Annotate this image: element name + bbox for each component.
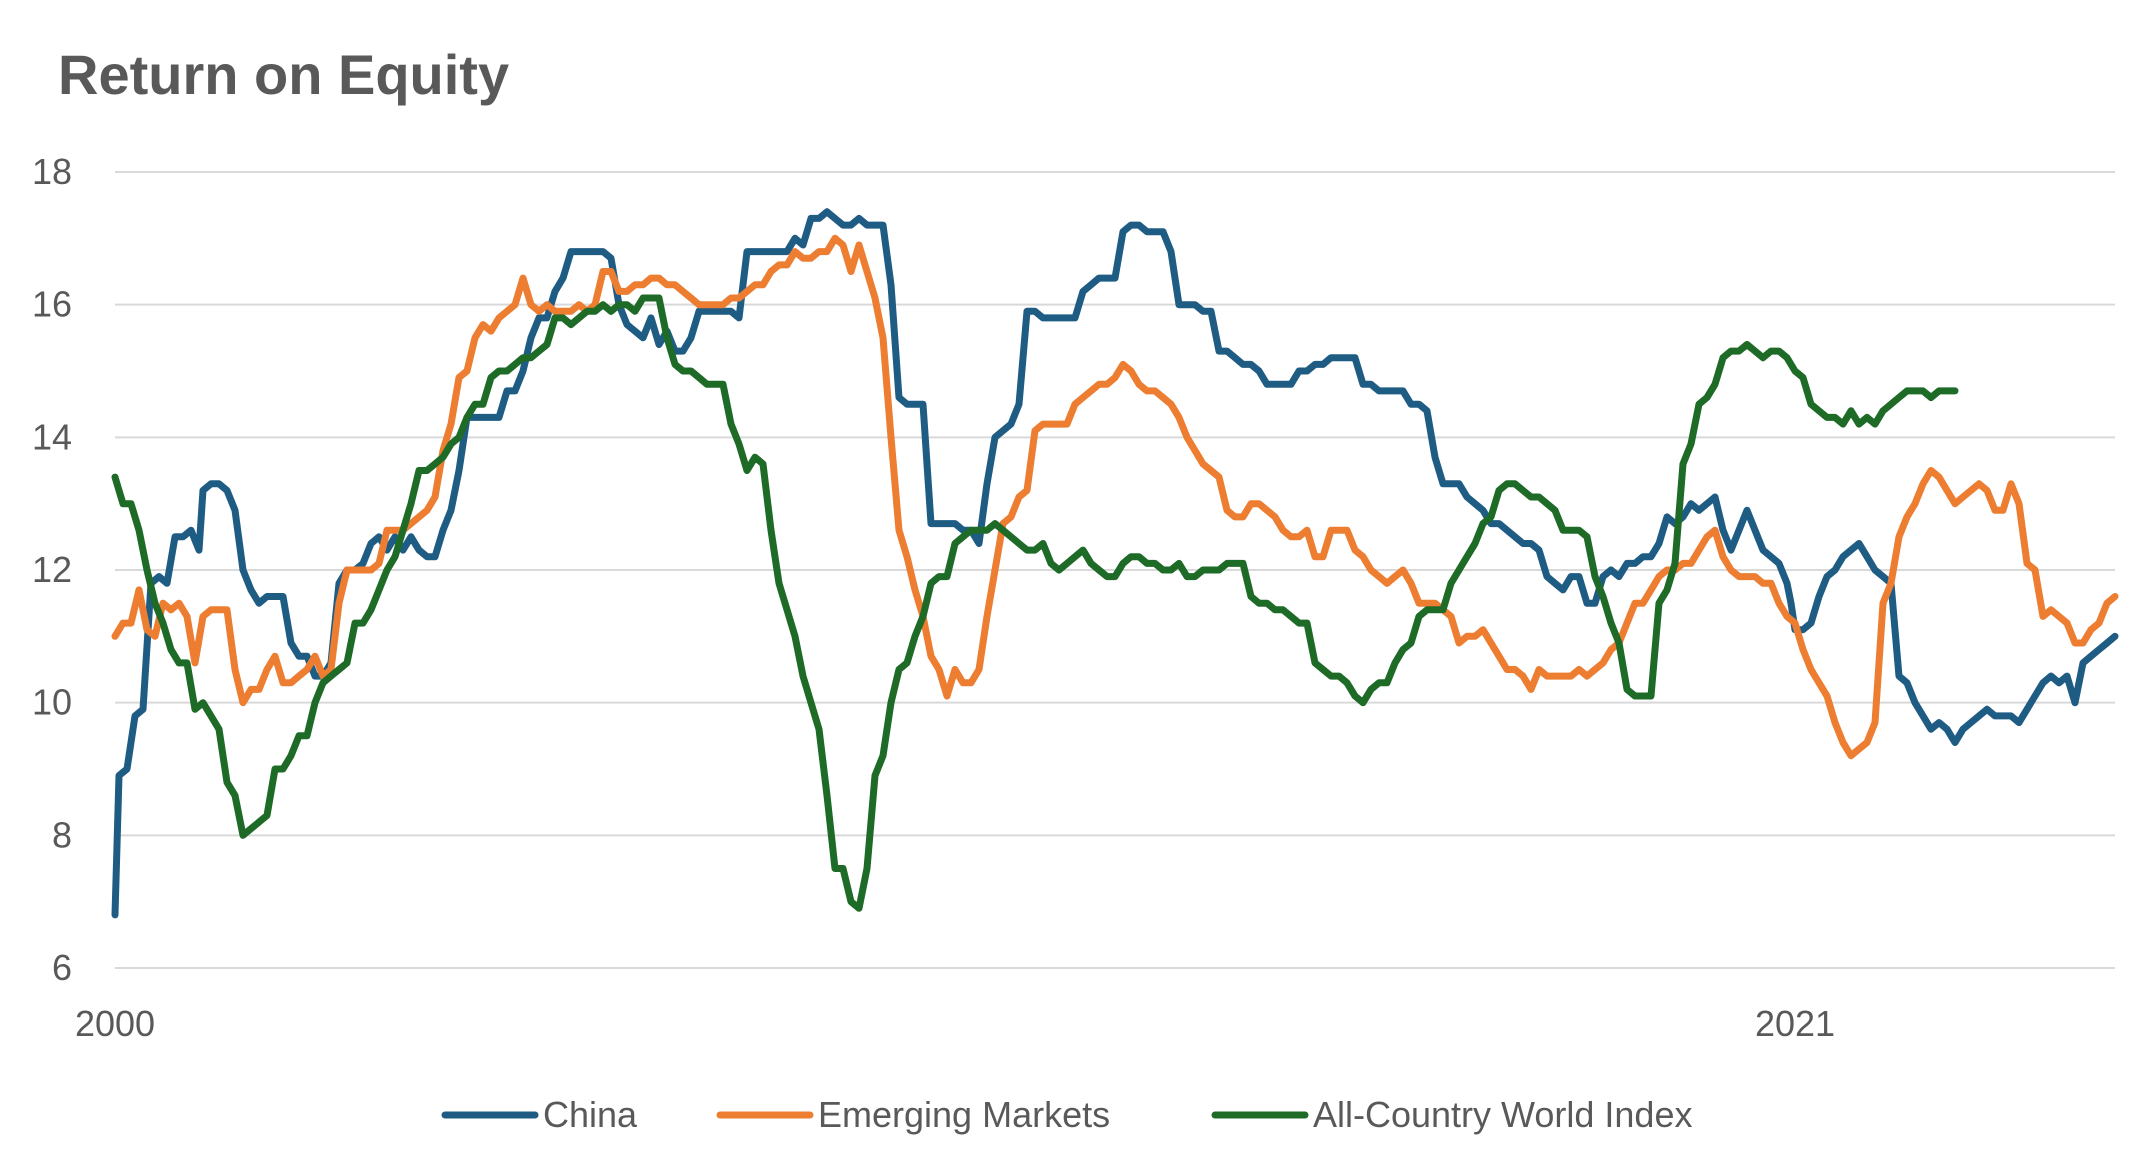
y-tick-label: 14: [32, 416, 72, 457]
x-axis-ticks: 2000 2021: [75, 1003, 1835, 1044]
y-axis-ticks: 6 8 10 12 14 16 18: [32, 151, 72, 988]
x-tick-label: 2000: [75, 1003, 155, 1044]
chart-title: Return on Equity: [58, 43, 510, 106]
series-layer: [111, 208, 2119, 919]
y-tick-label: 8: [52, 814, 72, 855]
legend-label: Emerging Markets: [818, 1094, 1110, 1135]
series-line-emerging-markets: [111, 234, 2119, 760]
legend: China Emerging Markets All-Country World I…: [441, 1094, 1692, 1135]
y-tick-label: 10: [32, 682, 72, 723]
y-tick-label: 16: [32, 284, 72, 325]
grid-layer: [115, 171, 2115, 969]
x-tick-label: 2021: [1755, 1003, 1835, 1044]
y-tick-label: 6: [52, 947, 72, 988]
legend-label: All-Country World Index: [1313, 1094, 1692, 1135]
legend-label: China: [543, 1094, 638, 1135]
y-tick-label: 18: [32, 151, 72, 192]
series-line-all-country-world-index: [111, 294, 1959, 912]
y-tick-label: 12: [32, 549, 72, 590]
series-line-china: [111, 208, 2119, 919]
